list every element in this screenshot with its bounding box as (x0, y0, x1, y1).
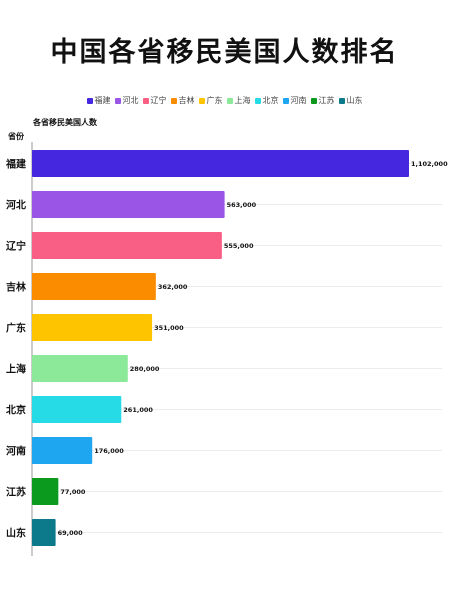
y-tick-label: 上海 (6, 363, 26, 376)
data-label: 1,102,000 (411, 160, 448, 168)
chart-subtitle: 各省移民美国人数 (33, 118, 97, 127)
legend-label: 吉林 (178, 96, 195, 105)
bar (32, 478, 59, 505)
legend-item: 河北 (114, 95, 139, 106)
bar (32, 355, 128, 382)
legend-label: 河南 (290, 96, 307, 105)
legend-swatch (142, 97, 149, 104)
y-tick-label: 福建 (5, 158, 27, 171)
legend-label: 福建 (94, 96, 111, 105)
y-tick-label: 广东 (6, 322, 26, 335)
legend-item: 广东 (198, 95, 223, 106)
y-tick-label: 山东 (6, 527, 26, 540)
legend-label: 山东 (346, 96, 363, 105)
chart-title: 中国各省移民美国人数排名 (50, 37, 399, 68)
legend-label: 辽宁 (150, 96, 167, 105)
data-label: 362,000 (158, 283, 188, 291)
data-label: 563,000 (227, 201, 257, 209)
legend-item: 福建 (86, 95, 111, 106)
data-label: 69,000 (58, 529, 84, 537)
legend-swatch (310, 97, 317, 104)
data-label: 261,000 (123, 406, 153, 414)
legend-swatch (198, 97, 205, 104)
legend-item: 吉林 (170, 95, 195, 106)
legend-label: 河北 (122, 96, 139, 105)
bar (32, 273, 156, 300)
data-label: 351,000 (154, 324, 184, 332)
y-tick-label: 河南 (6, 445, 26, 458)
bar (32, 314, 153, 341)
bar (32, 191, 225, 218)
legend-label: 北京 (262, 96, 279, 105)
y-tick-label: 北京 (6, 404, 26, 417)
data-label: 555,000 (224, 242, 254, 250)
y-axis-label: 省份 (8, 132, 24, 141)
legend-swatch (226, 97, 233, 104)
legend-item: 河南 (282, 95, 307, 106)
legend: 福建 河北 辽宁 吉林 广东 上海 北京 河南 江苏 山东 (0, 95, 449, 106)
y-tick-label: 辽宁 (6, 240, 26, 253)
data-label: 280,000 (130, 365, 160, 373)
legend-swatch (338, 97, 345, 104)
y-tick-label: 河北 (6, 199, 26, 212)
legend-item: 辽宁 (142, 95, 167, 106)
legend-swatch (170, 97, 177, 104)
bar (32, 232, 222, 259)
data-label: 176,000 (94, 447, 124, 455)
legend-item: 山东 (338, 95, 363, 106)
legend-swatch (86, 97, 93, 104)
legend-label: 广东 (206, 96, 223, 105)
bar (32, 150, 409, 177)
legend-swatch (114, 97, 121, 104)
legend-item: 江苏 (310, 95, 335, 106)
data-label: 77,000 (60, 488, 86, 496)
legend-swatch (254, 97, 261, 104)
bar (32, 437, 93, 464)
y-tick-label: 江苏 (6, 486, 26, 499)
legend-item: 北京 (254, 95, 279, 106)
legend-item: 上海 (226, 95, 251, 106)
bar (32, 396, 122, 423)
legend-label: 上海 (234, 96, 251, 105)
bar (32, 519, 56, 546)
legend-swatch (282, 97, 289, 104)
y-tick-label: 吉林 (6, 281, 27, 294)
legend-label: 江苏 (318, 96, 335, 105)
